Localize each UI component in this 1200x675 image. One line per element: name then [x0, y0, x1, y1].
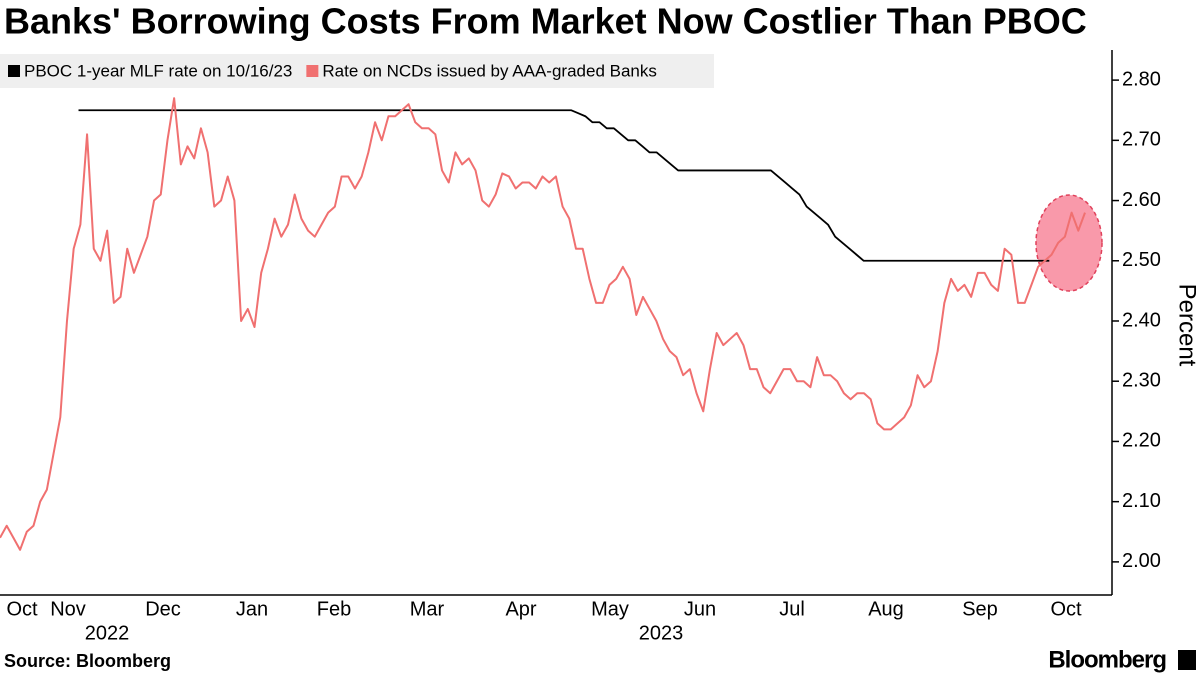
highlight-ellipse: [1035, 194, 1103, 292]
x-tick-label: Jun: [684, 598, 716, 620]
x-tick-label: May: [591, 598, 629, 620]
x-tick-label: Oct: [1050, 598, 1082, 620]
y-tick-label: 2.30: [1122, 369, 1161, 391]
legend-swatch: [8, 65, 20, 77]
x-year-label: 2022: [85, 622, 130, 644]
legend-label: Rate on NCDs issued by AAA-graded Banks: [322, 61, 657, 80]
y-tick-label: 2.60: [1122, 189, 1161, 211]
legend-swatch: [306, 65, 319, 77]
y-tick-label: 2.80: [1122, 68, 1161, 90]
x-tick-label: Jan: [236, 598, 268, 620]
y-tick-label: 2.10: [1122, 490, 1161, 512]
y-tick-label: 2.20: [1122, 430, 1161, 452]
x-tick-label: Dec: [145, 598, 181, 620]
x-tick-label: Aug: [868, 598, 904, 620]
chart-title: Banks' Borrowing Costs From Market Now C…: [4, 1, 1087, 42]
x-tick-label: Apr: [505, 598, 536, 620]
y-tick-label: 2.00: [1122, 550, 1161, 572]
x-tick-label: Jul: [779, 598, 805, 620]
series-line: [78, 109, 1050, 262]
x-year-label: 2023: [639, 622, 684, 644]
brand: Bloomberg: [1048, 646, 1166, 673]
legend-background: [0, 54, 714, 88]
legend-label: PBOC 1-year MLF rate on 10/16/23: [24, 61, 292, 80]
y-axis-label: Percent: [1174, 284, 1200, 367]
brand-icon: [1178, 650, 1196, 670]
source: Source: Bloomberg: [4, 651, 171, 671]
y-tick-label: 2.40: [1122, 309, 1161, 331]
x-tick-label: Sep: [962, 598, 998, 620]
series-line: [0, 97, 1086, 551]
x-tick-label: Mar: [410, 598, 445, 620]
x-tick-label: Feb: [317, 598, 351, 620]
x-tick-label: Oct: [6, 598, 38, 620]
x-tick-label: Nov: [50, 598, 86, 620]
y-tick-label: 2.50: [1122, 249, 1161, 271]
y-tick-label: 2.70: [1122, 129, 1161, 151]
